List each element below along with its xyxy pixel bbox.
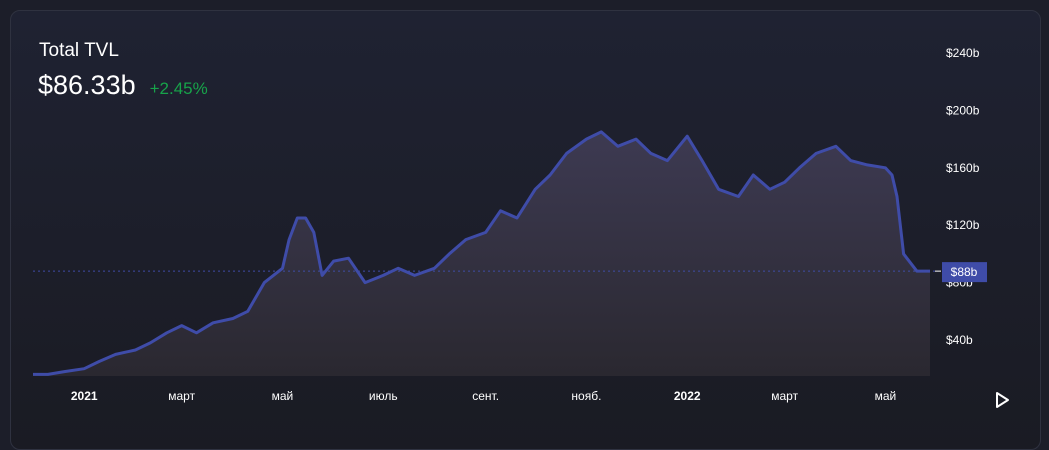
current-value: $86.33b [38, 70, 136, 100]
play-icon [996, 392, 1009, 408]
current-value-badge [942, 262, 987, 283]
value-row: $86.33b +2.45% [38, 70, 208, 101]
current-marker: $88b [33, 262, 987, 283]
series-area [33, 131, 930, 376]
area-layer [33, 130, 930, 376]
x-tick-label: сент. [472, 389, 499, 403]
x-tick-label: май [875, 389, 897, 403]
chart-title: Total TVL [39, 40, 119, 61]
current-value-badge-label: $88b [951, 265, 978, 279]
y-axis: $240b$200b$160b$120b$80b$40b [946, 46, 980, 347]
tvl-chart: $240b$200b$160b$120b$80b$40b 2021 март май… [33, 46, 987, 403]
change-percent: +2.45% [149, 79, 208, 98]
x-tick-label: март [168, 389, 195, 403]
play-button[interactable] [992, 390, 1012, 410]
y-tick-label: $120b [946, 218, 980, 232]
y-tick-label: $40b [946, 333, 973, 347]
x-tick-label: 2021 [71, 389, 98, 403]
series-line [33, 130, 930, 376]
y-tick-label: $200b [946, 103, 980, 117]
x-tick-label: июль [369, 389, 398, 403]
x-tick-label: март [771, 389, 798, 403]
x-tick-label: май [272, 389, 294, 403]
x-tick-label: нояб. [571, 389, 601, 403]
x-tick-label: 2022 [674, 389, 701, 403]
x-axis: 2021 март май июль сент. нояб. 2022 март май [71, 389, 896, 403]
y-tick-label: $240b [946, 46, 980, 60]
y-tick-label: $160b [946, 161, 980, 175]
